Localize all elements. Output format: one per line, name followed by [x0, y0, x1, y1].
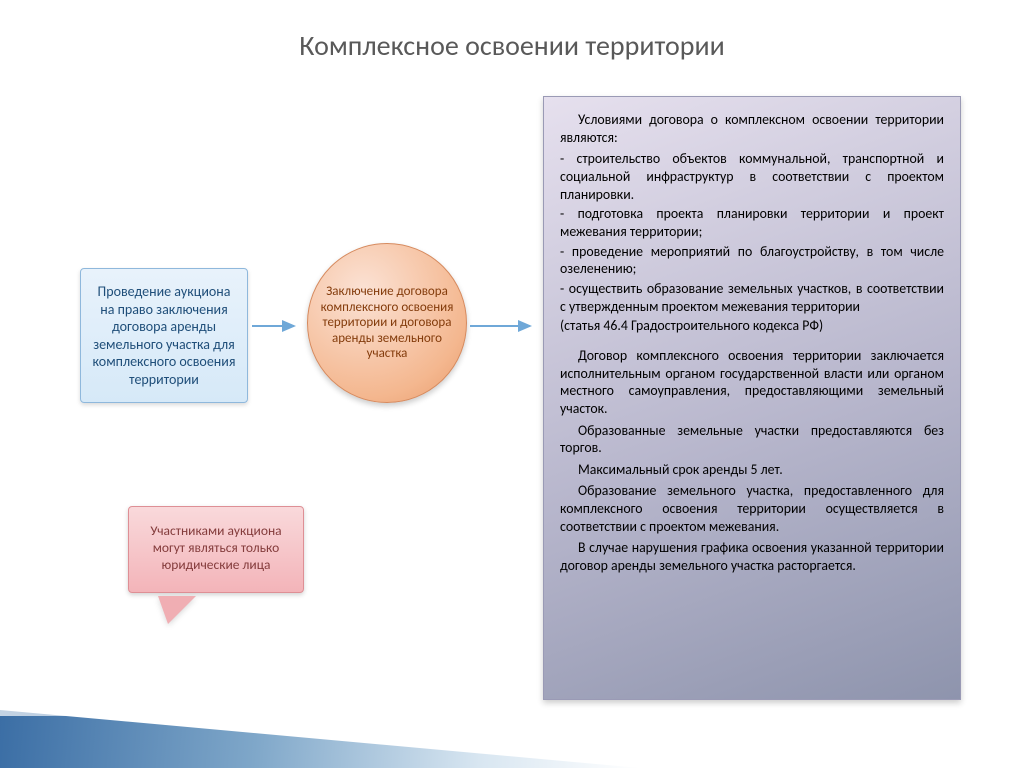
- panel-p3: Образованные земельные участки предостав…: [560, 422, 944, 457]
- decorative-triangle-highlight: [0, 708, 640, 716]
- contract-circle: Заключение договора комплексного освоени…: [307, 243, 467, 403]
- panel-li5: (статья 46.4 Градостроительного кодекса …: [560, 317, 944, 335]
- arrow-2: [470, 318, 540, 334]
- participants-callout: Участниками аукциона могут являться толь…: [128, 506, 304, 593]
- callout-tail: [158, 596, 196, 624]
- arrow-1: [252, 318, 304, 334]
- panel-p4: Максимальный срок аренды 5 лет.: [560, 461, 944, 479]
- panel-intro: Условиями договора о комплексном освоени…: [560, 111, 944, 146]
- auction-box: Проведение аукциона на право заключения …: [80, 268, 248, 403]
- contract-circle-text: Заключение договора комплексного освоени…: [320, 284, 454, 362]
- decorative-triangle: [0, 710, 640, 768]
- panel-p2: Договор комплексного освоения территории…: [560, 347, 944, 418]
- panel-li3: - проведение мероприятий по благоустройс…: [560, 243, 944, 278]
- panel-li1: - строительство объектов коммунальной, т…: [560, 150, 944, 203]
- panel-p6: В случае нарушения графика освоения указ…: [560, 539, 944, 574]
- slide-title: Комплексное освоении территории: [0, 28, 1024, 63]
- conditions-panel: Условиями договора о комплексном освоени…: [543, 96, 961, 700]
- panel-li2: - подготовка проекта планировки территор…: [560, 205, 944, 240]
- panel-li4: - осуществить образование земельных учас…: [560, 280, 944, 315]
- panel-p5: Образование земельного участка, предоста…: [560, 482, 944, 535]
